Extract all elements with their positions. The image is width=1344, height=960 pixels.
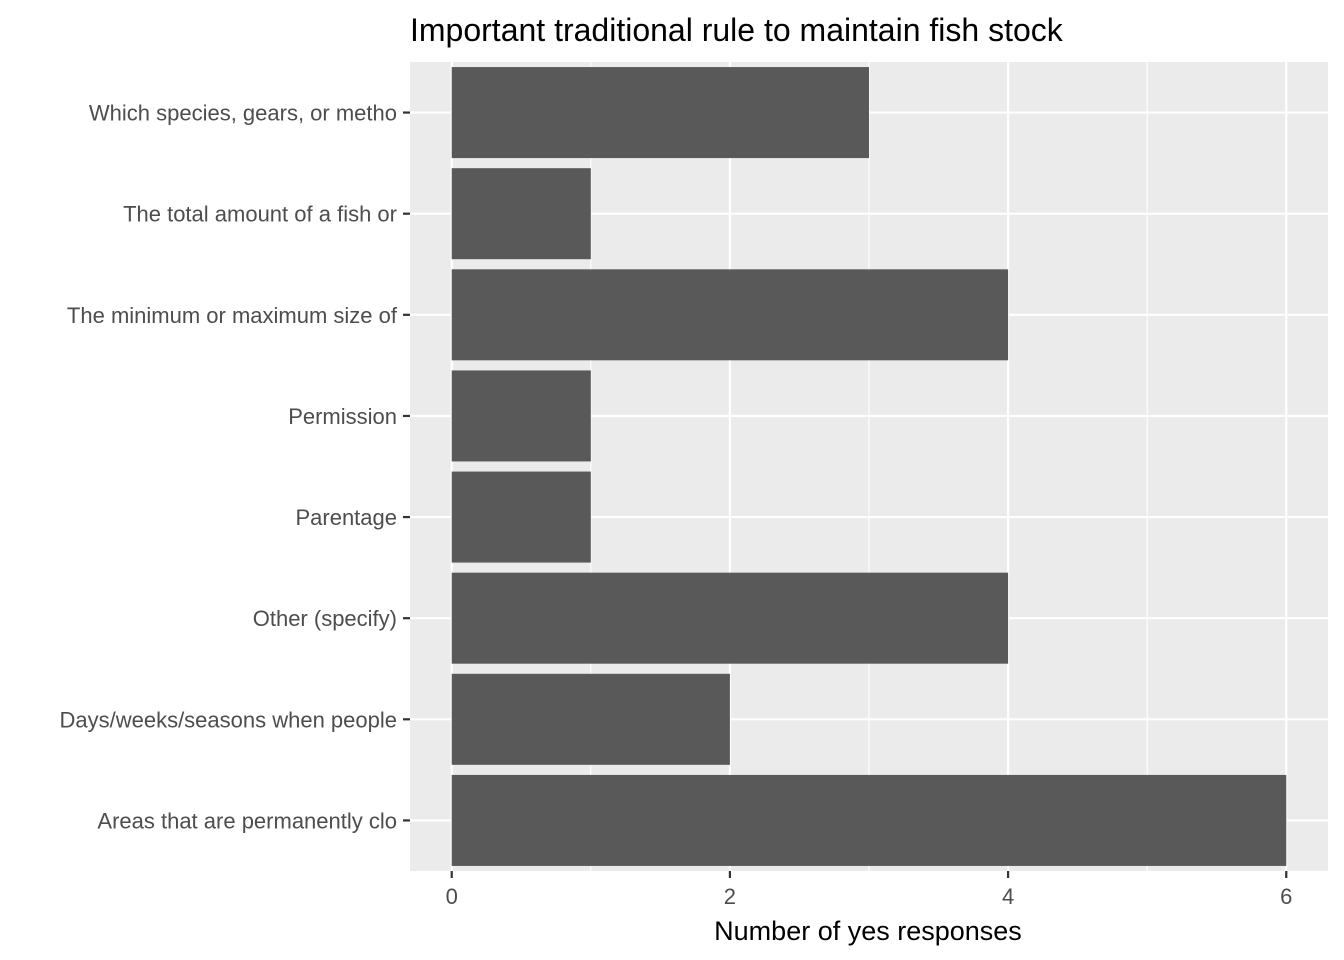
bar [451,269,1009,361]
bar [451,774,1287,866]
y-tick-label: Other (specify) [253,606,397,631]
y-tick-label: Which species, gears, or metho [89,101,397,126]
bar [451,370,591,462]
plot-area: Which species, gears, or metho The total … [59,62,1328,909]
x-tick-label: 2 [724,884,736,909]
y-tick-label: The total amount of a fish or [123,202,397,227]
bar [451,67,869,159]
chart-title: Important traditional rule to maintain f… [410,12,1064,48]
y-tick-label: Permission [288,404,397,429]
x-axis-title: Number of yes responses [714,916,1022,946]
y-tick-label: The minimum or maximum size of [67,303,398,328]
y-tick-label: Parentage [295,505,397,530]
bar [451,471,591,563]
x-tick-label: 0 [446,884,458,909]
bar [451,168,591,260]
bar [451,572,1009,664]
bar [451,673,730,765]
y-tick-label: Areas that are permanently clo [97,808,397,833]
x-tick-label: 6 [1280,884,1292,909]
y-tick-label: Days/weeks/seasons when people [59,707,397,732]
x-tick-label: 4 [1002,884,1014,909]
